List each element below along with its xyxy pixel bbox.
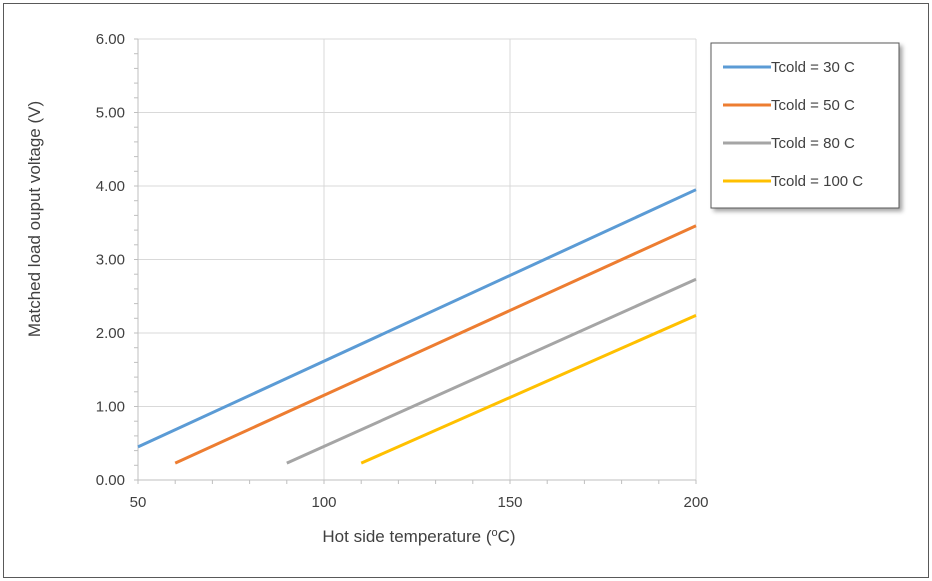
y-tick-label: 3.00 (96, 252, 125, 269)
axes (134, 38, 697, 484)
series-line (286, 277, 697, 465)
x-tick-label: 150 (497, 494, 522, 511)
tick-labels: 0.00 1.00 2.00 3.00 4.00 5.00 6.00 50 100 150 200 (96, 31, 709, 511)
y-tick-label: 4.00 (96, 178, 125, 195)
series-line (360, 314, 697, 465)
legend: Tcold = 30 C Tcold = 50 C Tcold = 80 C Tcol… (710, 42, 900, 209)
legend-label: Tcold = 50 C (771, 97, 855, 114)
legend-label: Tcold = 80 C (771, 135, 855, 152)
x-tick-label: 50 (130, 494, 147, 511)
series-line (137, 188, 697, 449)
y-tick-label: 6.00 (96, 31, 125, 48)
series-lines (137, 188, 697, 465)
x-tick-label: 200 (683, 494, 708, 511)
y-tick-label: 5.00 (96, 105, 125, 122)
legend-label: Tcold = 100 C (771, 173, 863, 190)
chart-frame: 0.00 1.00 2.00 3.00 4.00 5.00 6.00 50 100 150 200 … (3, 3, 929, 578)
y-tick-label: 2.00 (96, 325, 125, 342)
x-tick-label: 100 (311, 494, 336, 511)
y-tick-label: 1.00 (96, 399, 125, 416)
x-axis-title: Hot side temperature (oC) (322, 527, 515, 546)
series-line (174, 224, 697, 465)
y-tick-label: 0.00 (96, 472, 125, 489)
legend-label: Tcold = 30 C (771, 59, 855, 76)
y-axis-title: Matched load ouput voltage (V) (25, 101, 44, 337)
grid-lines (138, 38, 697, 480)
